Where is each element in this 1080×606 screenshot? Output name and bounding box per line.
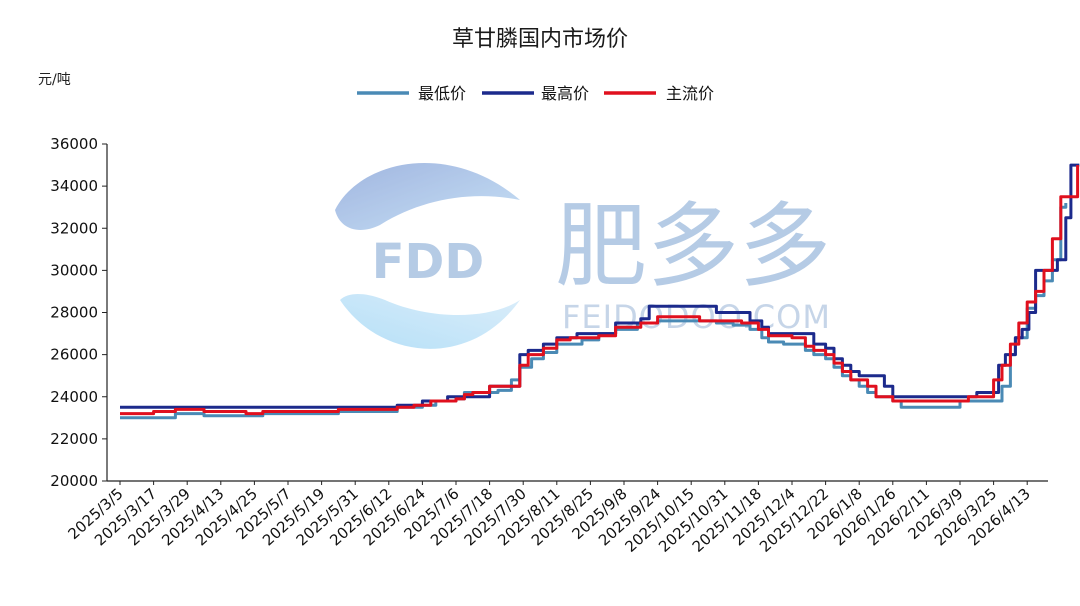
legend-item: 最高价 — [482, 84, 589, 103]
series-layer — [120, 163, 1080, 420]
legend-item: 主流价 — [604, 84, 714, 103]
y-tick-label: 34000 — [50, 177, 98, 195]
y-tick-label: 36000 — [50, 135, 98, 153]
watermark-cn-text: 肥多多 — [555, 193, 831, 300]
legend-label: 最高价 — [541, 84, 589, 103]
watermark-logo-icon — [335, 162, 520, 349]
legend-label: 最低价 — [418, 84, 466, 103]
y-tick-label: 20000 — [50, 472, 98, 490]
y-tick-label: 28000 — [50, 304, 98, 322]
watermark-logo-text: FDD — [372, 234, 484, 290]
series-line-main — [120, 165, 1080, 416]
legend-item: 最低价 — [357, 84, 466, 103]
y-tick-label: 22000 — [50, 430, 98, 448]
chart-title: 草甘膦国内市场价 — [452, 27, 628, 52]
y-axis-unit: 元/吨 — [38, 72, 71, 88]
y-tick-label: 24000 — [50, 388, 98, 406]
legend-label: 主流价 — [666, 84, 714, 103]
y-tick-label: 30000 — [50, 261, 98, 279]
legend: 最低价 最高价 主流价 — [357, 84, 714, 103]
y-tick-label: 26000 — [50, 346, 98, 364]
y-tick-label: 32000 — [50, 219, 98, 237]
